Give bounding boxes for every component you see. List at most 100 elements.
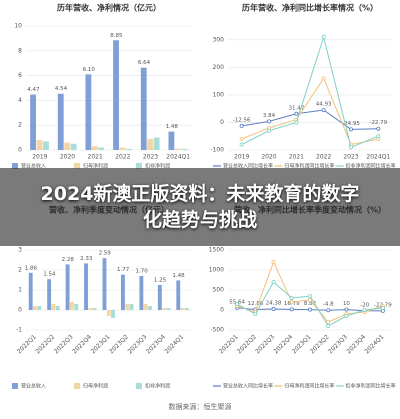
y-tick-label: 1 bbox=[18, 287, 22, 294]
line bbox=[236, 260, 384, 323]
x-tick-label: 2022Q2 bbox=[34, 333, 56, 355]
x-tick-label: 2020 bbox=[60, 154, 75, 161]
point bbox=[321, 108, 326, 113]
bar bbox=[106, 310, 111, 316]
y-tick-label: 2 bbox=[18, 267, 22, 274]
chart-title: 历年营收、净利同比增长率情况（%） bbox=[242, 3, 378, 13]
y-tick-label: 8 bbox=[18, 47, 22, 54]
bar bbox=[168, 131, 175, 150]
legend-label: 扣非净利润 bbox=[145, 163, 170, 170]
legend-swatch bbox=[136, 383, 142, 389]
bar bbox=[47, 279, 52, 310]
x-tick-label: 2022Q1 bbox=[16, 333, 38, 355]
point bbox=[348, 145, 353, 150]
bar bbox=[129, 304, 134, 310]
data-label: -24.95 bbox=[342, 121, 360, 127]
bar bbox=[57, 93, 64, 150]
legend-swatch bbox=[136, 163, 142, 169]
data-label: -4.8 bbox=[323, 302, 334, 308]
bar bbox=[143, 304, 148, 310]
bar bbox=[120, 274, 125, 310]
y-tick-label: 0 bbox=[18, 147, 22, 154]
bar bbox=[102, 258, 107, 310]
data-label: 3.84 bbox=[263, 113, 276, 119]
x-tick-label: 2023 bbox=[143, 154, 158, 161]
data-label: 8.82 bbox=[304, 301, 316, 307]
legend-label: 归母净利润 bbox=[83, 163, 108, 170]
chart-title: 历年营收、净利情况（亿元） bbox=[57, 3, 161, 13]
data-label: 2.28 bbox=[62, 257, 75, 263]
bar bbox=[166, 308, 171, 310]
bar bbox=[74, 304, 79, 310]
y-tick-label: 500 bbox=[213, 287, 225, 294]
bar bbox=[88, 308, 93, 310]
point bbox=[307, 297, 312, 302]
data-label: 6.10 bbox=[83, 67, 96, 73]
point bbox=[253, 311, 258, 316]
point bbox=[307, 293, 312, 298]
bar bbox=[37, 306, 42, 310]
line bbox=[241, 77, 379, 146]
data-label: 2.33 bbox=[80, 256, 93, 262]
y-tick-label: 3 bbox=[18, 247, 22, 254]
data-label: 1.86 bbox=[25, 265, 38, 271]
y-tick-label: 10 bbox=[14, 23, 22, 30]
bar bbox=[126, 148, 132, 150]
y-tick-label: 100 bbox=[213, 91, 225, 98]
bar bbox=[28, 272, 33, 310]
banner: 2024新澳正版资料：未来教育的数字化趋势与挑战 bbox=[0, 168, 400, 246]
bar bbox=[162, 308, 167, 310]
point bbox=[271, 259, 276, 264]
point bbox=[326, 323, 331, 328]
data-label: 31.47 bbox=[288, 105, 304, 111]
bar bbox=[64, 142, 71, 150]
y-tick-label: 1000 bbox=[209, 267, 224, 274]
point bbox=[266, 128, 271, 133]
bar bbox=[98, 147, 105, 150]
point bbox=[344, 307, 349, 312]
point bbox=[289, 295, 294, 300]
data-label: 4.47 bbox=[27, 87, 40, 93]
x-tick-label: 2022 bbox=[115, 154, 130, 161]
point bbox=[289, 299, 294, 304]
point bbox=[307, 307, 312, 312]
legend-swatch bbox=[12, 383, 18, 389]
legend-swatch bbox=[12, 163, 18, 169]
bar bbox=[111, 310, 116, 318]
point bbox=[348, 127, 353, 132]
x-tick-label: 2019 bbox=[32, 154, 47, 161]
point bbox=[321, 76, 326, 81]
y-tick-label: 0 bbox=[220, 119, 224, 126]
bar bbox=[148, 306, 152, 310]
bar bbox=[91, 146, 98, 150]
point bbox=[326, 319, 331, 324]
point bbox=[266, 119, 271, 124]
x-tick-label: 2023Q2 bbox=[108, 333, 130, 355]
y-tick-label: 300 bbox=[213, 36, 225, 43]
point bbox=[239, 136, 244, 141]
bar bbox=[125, 304, 130, 310]
legend-label: 扣非净利润 bbox=[145, 383, 170, 390]
data-label: 6.64 bbox=[138, 60, 151, 66]
y-tick-label: 0 bbox=[220, 307, 224, 314]
bar bbox=[33, 306, 37, 310]
line bbox=[241, 109, 379, 130]
bar bbox=[180, 308, 185, 310]
x-tick-label: 2021 bbox=[88, 154, 103, 161]
bar bbox=[140, 67, 147, 150]
x-tick-label: 2024Q1 bbox=[166, 154, 190, 161]
bar bbox=[69, 302, 74, 310]
legend-label: 扣非净利润同比增长率 bbox=[346, 383, 396, 390]
point bbox=[344, 313, 349, 318]
point bbox=[239, 123, 244, 128]
legend-label: 扣非净利润同比增长率 bbox=[346, 163, 396, 170]
point bbox=[271, 307, 276, 312]
bar bbox=[174, 148, 181, 150]
data-label: 8.85 bbox=[110, 33, 123, 39]
x-tick-label: 2023 bbox=[343, 154, 358, 161]
x-tick-label: 2024Q1 bbox=[366, 154, 390, 161]
point bbox=[376, 126, 381, 131]
bar bbox=[84, 263, 88, 310]
bar bbox=[70, 143, 77, 150]
